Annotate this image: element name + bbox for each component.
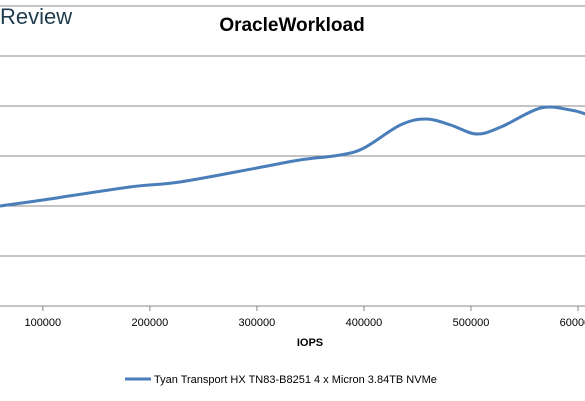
logo-text: Review xyxy=(0,4,72,29)
x-tick-label: 200000 xyxy=(132,317,169,329)
data-line xyxy=(0,105,585,208)
legend-label: Tyan Transport HX TN83-B8251 4 x Micron … xyxy=(154,374,437,386)
x-tick-label: 500000 xyxy=(453,317,490,329)
x-tick-label: 400000 xyxy=(346,317,383,329)
x-axis-label: IOPS xyxy=(297,337,323,349)
x-tick-label: 600000 xyxy=(560,317,585,329)
x-tick-label: 100000 xyxy=(24,317,61,329)
x-tick-label: 300000 xyxy=(239,317,276,329)
chart-title: OracleWorkload xyxy=(219,15,364,36)
